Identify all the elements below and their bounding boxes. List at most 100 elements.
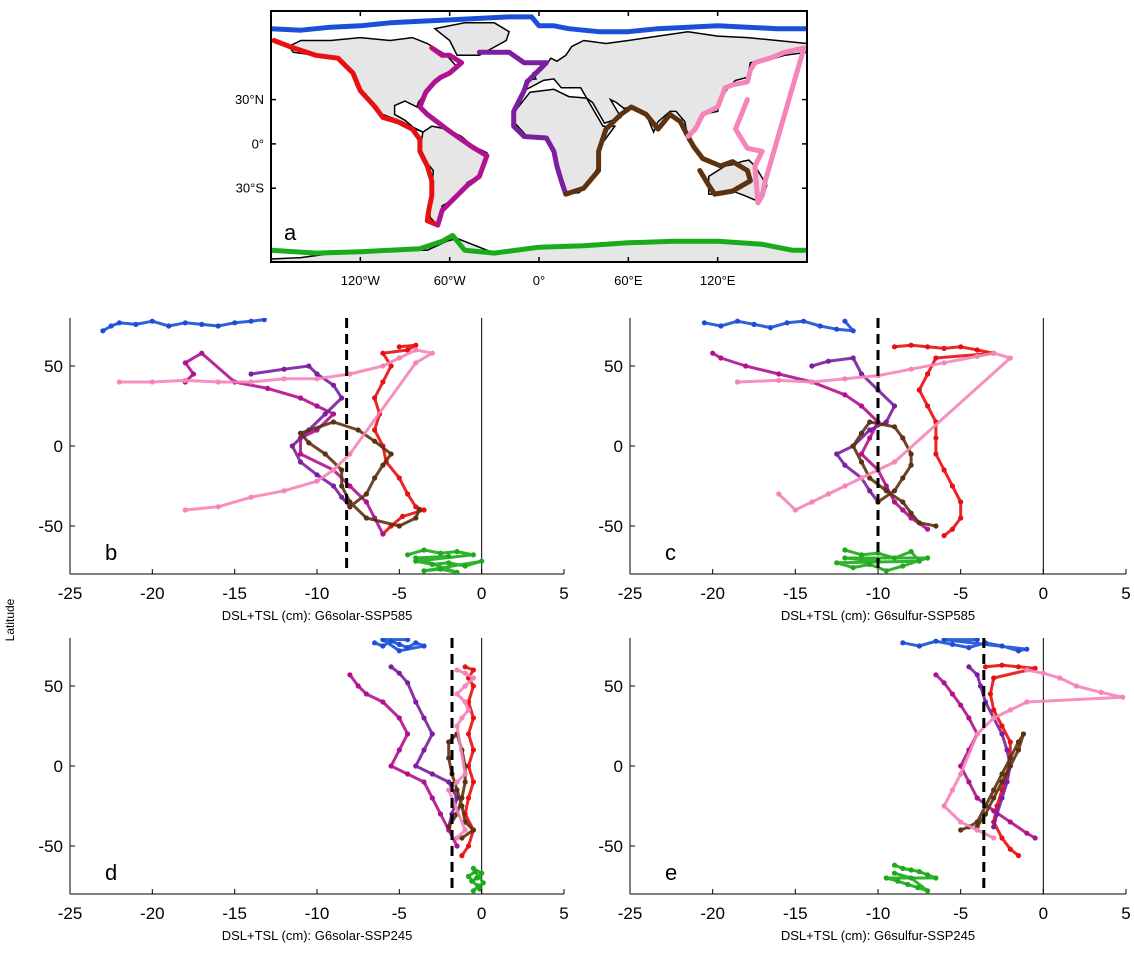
data-point-atlantic_west — [949, 691, 956, 697]
y-axis-label: Latitude — [3, 598, 17, 641]
series-line-pacific_east — [271, 38, 441, 228]
data-point-pacific_west — [1098, 689, 1104, 696]
data-point-pacific_west — [281, 376, 287, 382]
data-point-atlantic_west — [842, 392, 848, 398]
data-point-indian — [999, 771, 1005, 777]
y-tick-label: 0 — [54, 757, 63, 776]
data-point-southern — [908, 549, 914, 555]
y-tick-label: -50 — [38, 517, 63, 536]
data-point-indian — [883, 488, 889, 494]
data-point-arctic — [149, 318, 155, 324]
data-point-atlantic_west — [900, 507, 906, 513]
data-point-arctic — [413, 640, 419, 646]
data-point-indian — [991, 787, 997, 793]
x-axis-label: DSL+TSL (cm): G6solar-SSP245 — [222, 928, 413, 943]
data-point-atlantic_east — [429, 731, 435, 737]
data-point-pacific_west — [454, 723, 460, 729]
data-point-pacific_west — [809, 379, 815, 385]
series-line-southern — [271, 232, 807, 256]
data-point-atlantic_west — [1024, 830, 1030, 836]
data-point-atlantic_east — [991, 824, 997, 830]
data-point-pacific_east — [933, 435, 939, 441]
data-point-indian — [891, 488, 898, 494]
data-point-atlantic_west — [347, 672, 353, 678]
series-line-southern — [835, 548, 930, 573]
data-point-indian — [916, 520, 922, 526]
series-line-pacific_west — [119, 348, 434, 512]
data-point-atlantic_east — [330, 483, 337, 489]
data-point-arctic — [372, 640, 378, 646]
data-point-atlantic_west — [429, 795, 435, 801]
data-point-pacific_west — [248, 494, 254, 500]
data-point-indian — [380, 462, 386, 468]
data-point-southern — [469, 878, 475, 884]
data-point-pacific_west — [248, 379, 254, 385]
data-point-pacific_west — [792, 507, 798, 513]
data-point-indian — [459, 835, 465, 841]
data-point-pacific_west — [413, 347, 419, 353]
data-point-southern — [895, 878, 901, 884]
data-point-pacific_west — [1007, 355, 1013, 361]
data-point-pacific_east — [916, 387, 922, 393]
data-point-southern — [900, 563, 906, 569]
data-point-pacific_west — [1007, 707, 1013, 713]
data-point-indian — [858, 459, 865, 465]
panel-label: d — [105, 860, 117, 885]
data-point-pacific_east — [413, 504, 419, 510]
data-point-pacific_west — [776, 491, 782, 497]
series-line-indian — [563, 104, 753, 197]
data-point-southern — [454, 549, 460, 555]
data-point-pacific_west — [776, 377, 782, 383]
data-point-atlantic_east — [339, 494, 345, 500]
data-point-arctic — [933, 638, 939, 644]
data-point-atlantic_east — [281, 366, 287, 372]
data-point-atlantic_east — [306, 363, 312, 369]
data-point-pacific_west — [842, 483, 848, 489]
panel-a-map: 120°W 60°W 0° 60°E 120°E 30°N 0° 30°S a — [235, 10, 808, 288]
x-tick-label: -15 — [783, 584, 808, 603]
data-point-atlantic_west — [314, 403, 320, 409]
data-point-pacific_east — [958, 515, 964, 521]
x-tick-label: -20 — [700, 584, 725, 603]
y-tick-label: 0 — [614, 437, 623, 456]
data-point-pacific_east — [982, 664, 989, 670]
data-point-atlantic_east — [999, 795, 1005, 801]
data-point-pacific_west — [462, 670, 468, 676]
data-point-southern — [472, 869, 478, 875]
x-tick-label: -5 — [392, 904, 407, 923]
data-point-indian — [372, 438, 378, 444]
data-point-atlantic_west — [396, 747, 402, 753]
x-tick-label: -25 — [618, 584, 643, 603]
data-point-pacific_west — [1024, 667, 1030, 673]
series-line-atlantic_east — [476, 49, 569, 197]
data-point-atlantic_east — [825, 358, 832, 364]
data-point-southern — [454, 569, 460, 574]
data-point-atlantic_west — [933, 672, 939, 678]
data-point-pacific_east — [941, 345, 947, 351]
data-point-arctic — [182, 320, 188, 326]
series-line-arctic — [374, 638, 426, 653]
data-point-pacific_west — [941, 360, 947, 366]
data-point-southern — [915, 885, 921, 891]
data-point-atlantic_east — [891, 403, 898, 409]
data-point-arctic — [718, 323, 724, 329]
data-point-pacific_east — [465, 843, 472, 849]
data-point-pacific_east — [465, 795, 472, 801]
data-point-pacific_east — [925, 344, 931, 350]
data-point-indian — [1007, 755, 1013, 761]
x-tick-label: -15 — [783, 904, 808, 923]
data-point-southern — [883, 568, 889, 574]
data-point-pacific_east — [470, 747, 476, 753]
data-point-indian — [908, 451, 914, 457]
data-point-indian — [1015, 747, 1022, 753]
x-tick-label: -15 — [222, 584, 247, 603]
data-point-arctic — [974, 638, 980, 643]
x-tick-label: -5 — [953, 584, 968, 603]
data-point-arctic — [380, 643, 386, 649]
data-point-atlantic_west — [405, 731, 411, 737]
data-point-pacific_west — [842, 376, 848, 382]
x-tick-label: -5 — [953, 904, 968, 923]
data-point-pacific_west — [459, 715, 465, 721]
data-point-atlantic_west — [363, 691, 369, 697]
data-point-arctic — [999, 643, 1005, 649]
